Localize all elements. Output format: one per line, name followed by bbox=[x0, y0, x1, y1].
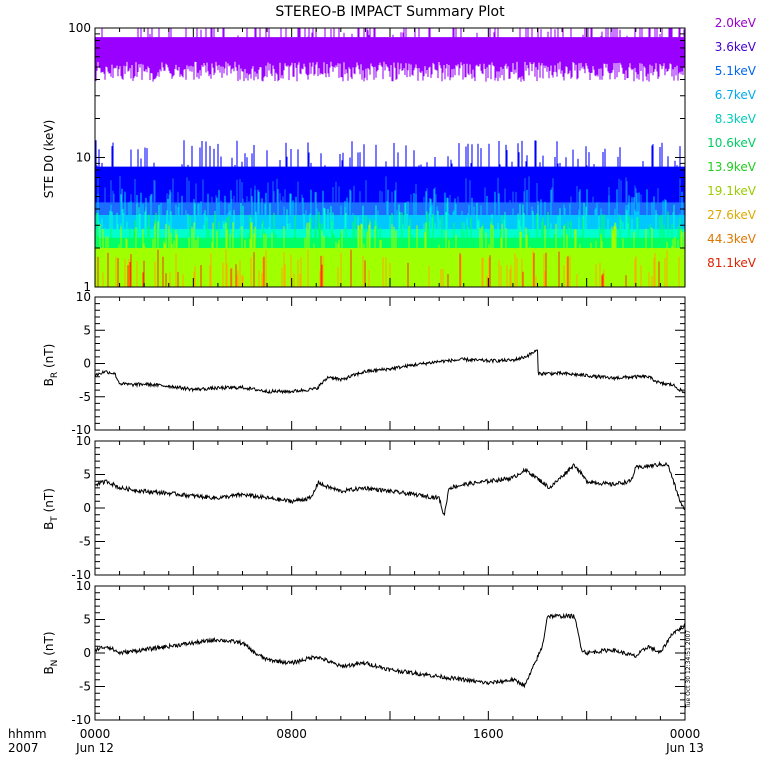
bn-ylabel-unit: (nT) bbox=[42, 631, 56, 659]
energy-label: 2.0keV bbox=[715, 16, 757, 30]
bt-ylabel-main: B bbox=[42, 522, 56, 530]
y-tick-label: -10 bbox=[71, 568, 91, 582]
band-orange bbox=[102, 249, 680, 287]
time-tick-label: 0800 bbox=[276, 727, 307, 741]
time-axis-year-label: 2007 bbox=[8, 741, 39, 755]
spectrogram-ticks: 100 10 1 bbox=[68, 21, 686, 294]
br-panel: 10 5 0 -5 -10 BR (nT) bbox=[42, 290, 686, 437]
energy-label: 10.6keV bbox=[707, 136, 757, 150]
bt-ylabel-unit: (nT) bbox=[42, 488, 56, 516]
tick-marks bbox=[94, 585, 686, 721]
series-line bbox=[94, 612, 686, 689]
bn-ticks: 10 5 0 -5 -10 bbox=[71, 579, 686, 727]
energy-label: 8.3keV bbox=[715, 112, 757, 126]
y-tick-label: 10 bbox=[76, 290, 91, 304]
energy-legend: 2.0keV 3.6keV 5.1keV 6.7keV 8.3keV 10.6keV 13.… bbox=[707, 16, 757, 270]
y-tick-label: -5 bbox=[79, 680, 91, 694]
spectrogram-panel: 100 10 1 STE D0 (keV) 2.0keV 3.6keV 5.1keV 6.… bbox=[42, 16, 757, 294]
br-series bbox=[94, 349, 686, 395]
energy-label: 13.9keV bbox=[707, 160, 757, 174]
energy-label: 27.6keV bbox=[707, 208, 757, 222]
bn-panel: 10 5 0 -5 -10 BN (nT) bbox=[42, 579, 686, 727]
energy-label: 81.1keV bbox=[707, 256, 757, 270]
br-ylabel-sub: R bbox=[50, 372, 60, 378]
energy-label: 5.1keV bbox=[715, 64, 757, 78]
energy-label: 6.7keV bbox=[715, 88, 757, 102]
y-tick-label: 10 bbox=[76, 434, 91, 448]
y-tick-label: 0 bbox=[83, 501, 91, 515]
band-red bbox=[97, 249, 660, 287]
energy-label: 44.3keV bbox=[707, 232, 757, 246]
bt-ticks: 10 5 0 -5 -10 bbox=[71, 434, 686, 582]
date-label: Jun 12 bbox=[75, 741, 114, 755]
y-tick-label: -10 bbox=[71, 713, 91, 727]
date-label: Jun 13 bbox=[665, 741, 704, 755]
spectrogram-ylabel: STE D0 (keV) bbox=[42, 120, 56, 199]
y-tick-label: -5 bbox=[79, 535, 91, 549]
bt-ylabel: BT (nT) bbox=[42, 488, 60, 530]
series-line bbox=[95, 460, 686, 516]
br-ylabel: BR (nT) bbox=[42, 344, 60, 387]
bn-ylabel-main: B bbox=[42, 666, 56, 674]
br-ylabel-unit: (nT) bbox=[42, 344, 56, 372]
energy-label: 3.6keV bbox=[715, 40, 757, 54]
bn-ylabel-sub: N bbox=[50, 660, 60, 667]
energy-label: 19.1keV bbox=[707, 184, 757, 198]
y-tick-label: 100 bbox=[68, 21, 91, 35]
time-axis-row-label: hhmm bbox=[8, 727, 47, 741]
bt-series bbox=[95, 460, 686, 516]
y-tick-label: 0 bbox=[83, 646, 91, 660]
tick-marks bbox=[94, 440, 686, 576]
tick-marks bbox=[94, 27, 686, 288]
energy-band-traces bbox=[94, 28, 686, 287]
y-tick-label: 10 bbox=[76, 579, 91, 593]
time-tick-label: 1600 bbox=[473, 727, 504, 741]
br-ylabel-main: B bbox=[42, 378, 56, 386]
y-tick-label: -10 bbox=[71, 423, 91, 437]
y-tick-label: 1 bbox=[83, 280, 91, 294]
bt-ylabel-sub: T bbox=[50, 516, 60, 523]
bn-series bbox=[94, 612, 686, 689]
bn-ylabel: BN (nT) bbox=[42, 631, 60, 674]
y-tick-label: -5 bbox=[79, 390, 91, 404]
br-ticks: 10 5 0 -5 -10 bbox=[71, 290, 686, 437]
y-tick-label: 5 bbox=[83, 468, 91, 482]
y-tick-label: 10 bbox=[76, 151, 91, 165]
y-tick-label: 5 bbox=[83, 323, 91, 337]
chart-title: STEREO-B IMPACT Summary Plot bbox=[275, 4, 505, 20]
generation-timestamp: Tue Oct 30 12:34:51 2007 bbox=[685, 630, 692, 709]
y-tick-label: 5 bbox=[83, 613, 91, 627]
time-tick-label: 0000 bbox=[670, 727, 701, 741]
bt-panel: 10 5 0 -5 -10 BT (nT) bbox=[42, 434, 686, 582]
y-tick-label: 0 bbox=[83, 357, 91, 371]
time-tick-label: 0000 bbox=[80, 727, 111, 741]
tick-marks bbox=[94, 296, 686, 431]
series-line bbox=[94, 349, 686, 395]
